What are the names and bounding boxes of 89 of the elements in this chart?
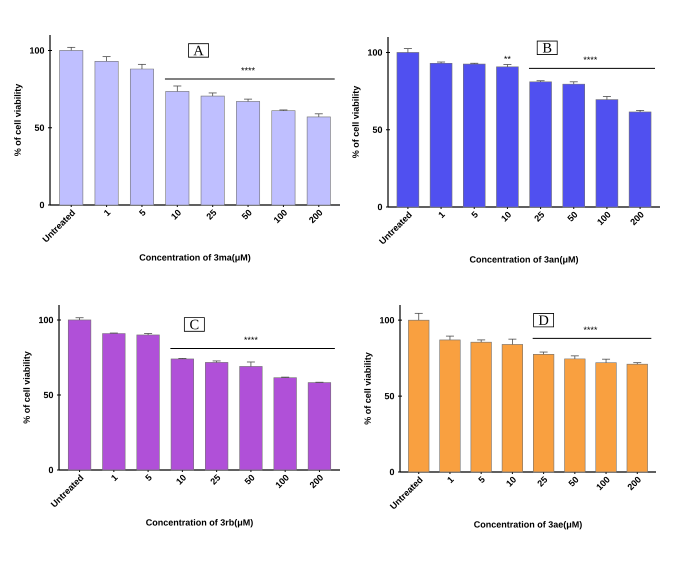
annotation: ****	[583, 56, 598, 60]
bar	[439, 340, 461, 472]
x-tick-label: 5	[145, 474, 152, 481]
bar	[470, 342, 492, 472]
bar	[170, 358, 194, 470]
x-tick-label: 10	[502, 212, 511, 222]
bar	[529, 82, 552, 208]
x-tick-label: 200	[628, 476, 641, 491]
x-tick-label: 5	[471, 211, 478, 218]
text: D	[538, 315, 548, 325]
x-tick-label: 100	[274, 210, 287, 224]
x-tick-label: 100	[598, 212, 610, 226]
bar	[533, 354, 554, 472]
y-tick-label: 0	[390, 468, 394, 476]
x-tick-label: 100	[596, 476, 610, 490]
bar	[102, 333, 126, 470]
bar	[200, 96, 225, 206]
x-tick-label: 10	[171, 210, 181, 220]
bar	[628, 112, 652, 208]
bar	[271, 110, 296, 206]
x-tick-label: 10	[506, 476, 516, 487]
x-axis-title: Concentration of 3rb(μM)	[146, 519, 253, 528]
bar	[165, 91, 190, 206]
y-tick-label: 50	[34, 124, 44, 131]
y-tick-label: 0	[378, 204, 382, 210]
y-axis-title: % of cell viability	[352, 86, 361, 158]
x-tick-label: 50	[244, 474, 254, 484]
x-tick-label: 1	[104, 210, 111, 216]
bar	[502, 344, 523, 472]
bar	[430, 62, 452, 208]
text: A	[193, 46, 204, 56]
y-tick-label: 100	[380, 316, 394, 324]
bar	[274, 377, 297, 470]
bar	[236, 101, 260, 206]
x-tick-label: 200	[630, 212, 644, 226]
bar	[306, 116, 331, 206]
y-axis-title: % of cell viability	[23, 351, 32, 424]
y-tick-label: 50	[372, 126, 382, 133]
bar	[59, 50, 84, 206]
x-tick-label: 1	[448, 476, 454, 484]
y-tick-label: 100	[39, 316, 54, 324]
x-tick-label: 50	[567, 212, 578, 222]
annotation: ****	[584, 326, 598, 330]
bar	[396, 52, 420, 208]
x-tick-label: 50	[568, 476, 578, 486]
x-tick-label: 5	[138, 209, 146, 216]
annotation: ****	[241, 67, 255, 70]
x-axis-title: Concentration of 3ae(μM)	[474, 521, 582, 530]
x-tick-label: 200	[309, 210, 322, 224]
bar	[239, 366, 263, 470]
y-tick-label: 100	[30, 47, 44, 54]
x-tick-label: 1	[438, 212, 446, 218]
chart-title: B	[542, 43, 552, 53]
y-axis-title: % of cell viability	[364, 352, 373, 425]
x-tick-label: 5	[478, 476, 485, 483]
bar	[496, 66, 519, 208]
text: C	[190, 320, 198, 330]
x-tick-label: 50	[242, 210, 252, 220]
x-tick-label: 25	[210, 474, 220, 485]
x-tick-label: 25	[206, 209, 216, 220]
y-tick-label: 0	[48, 466, 54, 474]
x-axis-title: Concentration of 3ma(μM)	[140, 254, 250, 262]
x-tick-label: 25	[538, 476, 548, 487]
annotation: **	[504, 56, 511, 60]
bar	[308, 382, 332, 470]
y-tick-label: 50	[44, 392, 54, 398]
bar	[562, 84, 585, 208]
bar	[205, 362, 228, 470]
bar	[596, 99, 618, 208]
y-tick-label: 50	[384, 392, 394, 400]
x-tick-label: 100	[276, 474, 289, 488]
bar	[564, 358, 586, 472]
y-tick-label: 100	[368, 49, 382, 56]
x-tick-label: 1	[111, 474, 118, 482]
x-tick-label: 10	[176, 474, 186, 485]
x-tick-label: 25	[534, 211, 544, 222]
bar	[463, 64, 486, 208]
x-tick-label: 200	[310, 474, 323, 489]
bar	[130, 68, 154, 206]
bar	[68, 320, 92, 470]
bar	[94, 60, 119, 206]
annotation: ****	[244, 336, 258, 340]
bar	[408, 320, 430, 472]
bar	[136, 334, 160, 470]
y-tick-label: 0	[40, 202, 44, 208]
bar	[595, 362, 617, 472]
y-axis-title: % of cell viability	[14, 84, 23, 156]
x-axis-title: Concentration of 3an(μM)	[470, 256, 578, 264]
bar	[626, 364, 648, 472]
